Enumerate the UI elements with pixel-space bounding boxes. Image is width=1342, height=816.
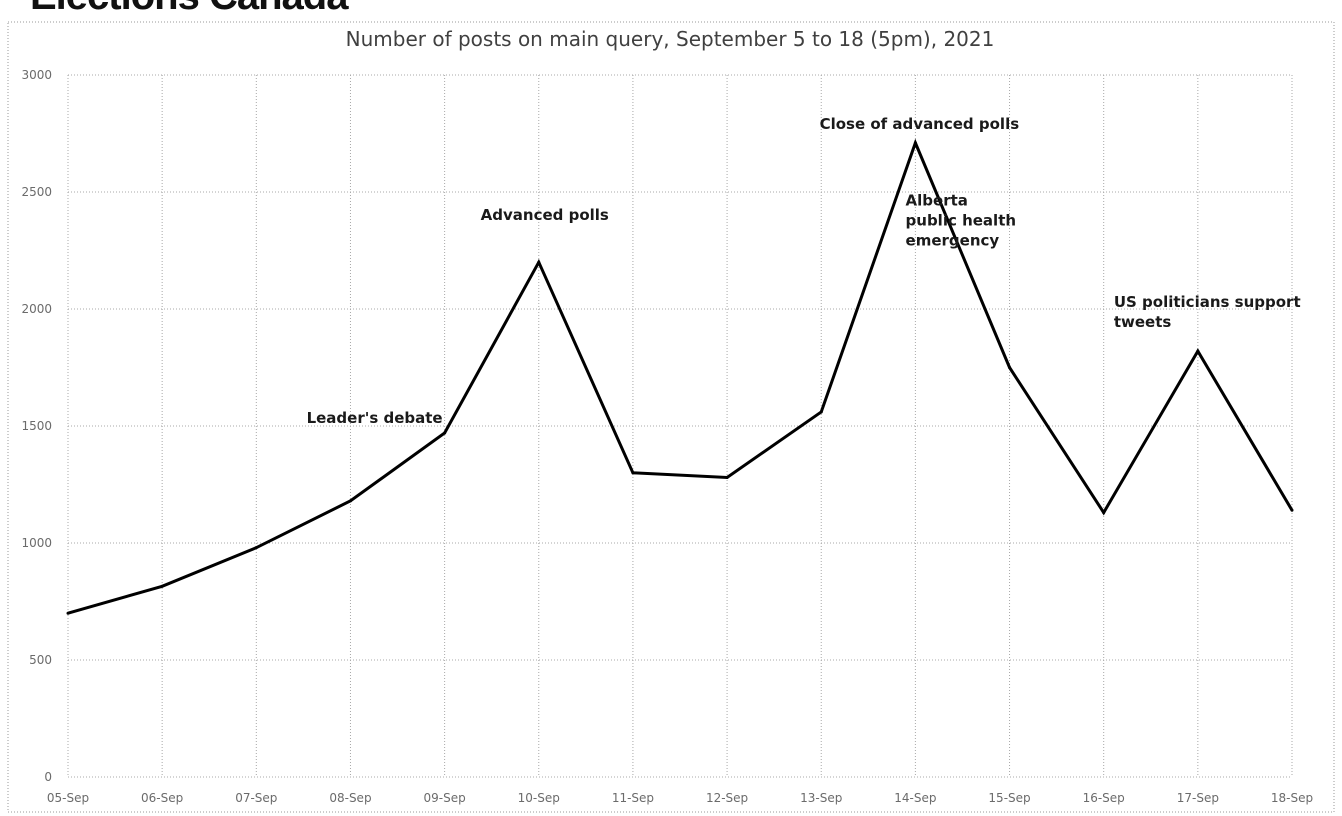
x-tick-label: 11-Sep [612, 791, 654, 805]
annotation-label: US politicians support tweets [1114, 293, 1301, 331]
x-tick-label: 05-Sep [47, 791, 89, 805]
data-point [537, 260, 541, 264]
axis-ticks: 0 500 1000 1500 2000 2500 3000 05-Sep 06-Sep 07-S… [21, 68, 1313, 805]
data-point [1102, 511, 1106, 515]
data-point [348, 499, 352, 503]
x-tick-label: 09-Sep [424, 791, 466, 805]
chart-frame [7, 21, 1335, 813]
annotation-line: emergency [906, 232, 1000, 250]
data-point [1008, 366, 1012, 369]
data-point [631, 471, 635, 475]
data-point [443, 431, 447, 435]
x-tick-label: 17-Sep [1177, 791, 1219, 805]
series-line [67, 138, 1294, 615]
x-tick-label: 10-Sep [518, 791, 560, 805]
annotation-line: US politicians support [1114, 293, 1301, 311]
y-tick-label: 500 [29, 653, 52, 667]
y-tick-label: 2000 [21, 302, 52, 316]
y-tick-label: 0 [44, 770, 52, 784]
x-tick-label: 16-Sep [1083, 791, 1125, 805]
data-point [254, 546, 258, 550]
annotations: Leader's debate Advanced polls Close of ad… [307, 115, 1301, 427]
data-point [1196, 349, 1200, 353]
data-point [66, 611, 70, 615]
data-point [725, 475, 729, 479]
data-point [1290, 508, 1294, 512]
y-tick-label: 3000 [21, 68, 52, 82]
annotation-label: Close of advanced polls [820, 115, 1020, 133]
annotation-line: Leader's debate [307, 409, 443, 427]
series-line-group [66, 138, 1294, 615]
data-point [819, 410, 823, 414]
x-tick-label: 12-Sep [706, 791, 748, 805]
x-tick-label: 08-Sep [329, 791, 371, 805]
annotation-line: tweets [1114, 313, 1172, 331]
x-tick-label: 18-Sep [1271, 791, 1313, 805]
x-tick-label: 15-Sep [988, 791, 1030, 805]
header-title: Elections Canada [30, 0, 348, 19]
annotation-line: Alberta [906, 192, 968, 210]
x-tick-label: 14-Sep [894, 791, 936, 805]
annotation-line: Close of advanced polls [820, 115, 1020, 133]
data-point [913, 141, 917, 145]
annotation-line: Advanced polls [481, 206, 609, 224]
data-point [160, 584, 164, 588]
x-tick-label: 13-Sep [800, 791, 842, 805]
gridlines [7, 21, 1335, 813]
y-tick-label: 2500 [21, 185, 52, 199]
annotation-label: Advanced polls [481, 206, 609, 224]
y-tick-label: 1500 [21, 419, 52, 433]
x-tick-label: 06-Sep [141, 791, 183, 805]
chart-title: Number of posts on main query, September… [346, 27, 995, 51]
y-tick-label: 1000 [21, 536, 52, 550]
annotation-label: Alberta public health emergency [906, 192, 1017, 250]
x-tick-label: 07-Sep [235, 791, 277, 805]
annotation-label: Leader's debate [307, 409, 443, 427]
annotation-line: public health [906, 212, 1017, 230]
